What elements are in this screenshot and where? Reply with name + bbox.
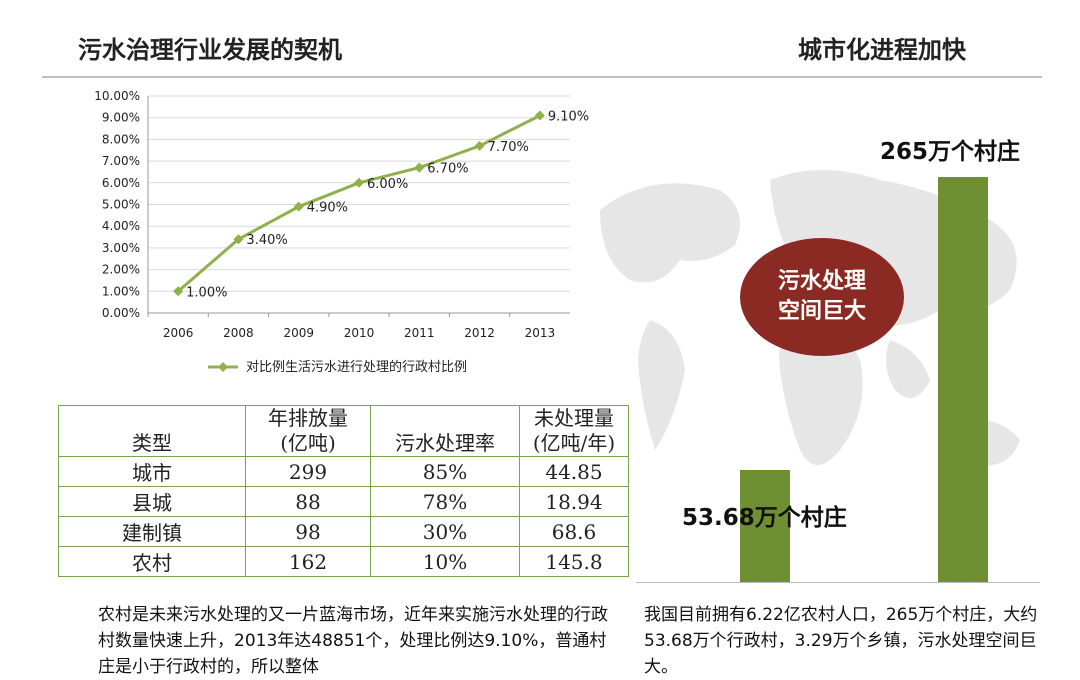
legend-marker xyxy=(218,362,228,372)
cell-rate: 30% xyxy=(370,516,520,547)
cell-type: 建制镇 xyxy=(58,516,246,547)
y-tick-label: 7.00% xyxy=(102,154,140,168)
data-label: 1.00% xyxy=(186,285,227,300)
bar-villages xyxy=(938,177,988,582)
cell-rate: 10% xyxy=(370,546,520,577)
data-label: 7.70% xyxy=(488,140,529,155)
data-point xyxy=(354,177,364,188)
table-row: 县城 88 78% 18.94 xyxy=(58,486,629,517)
bar-admin-villages xyxy=(740,470,790,582)
table-row: 城市 299 85% 44.85 xyxy=(58,456,629,487)
cell-untreated: 44.85 xyxy=(519,456,629,487)
table-header-row: 类型 年排放量 (亿吨) 污水处理率 未处理量 (亿吨/年) xyxy=(58,405,629,457)
x-tick-label: 2011 xyxy=(404,326,435,340)
data-label: 9.10% xyxy=(548,110,589,125)
cell-rate: 78% xyxy=(370,486,520,517)
header-emission: 年排放量 (亿吨) xyxy=(245,405,371,457)
data-label: 6.00% xyxy=(367,177,408,192)
paragraph-left: 农村是未来污水处理的又一片蓝海市场，近年来实施污水处理的行政村数量快速上升，20… xyxy=(98,605,608,677)
highlight-circle: 污水处理空间巨大 xyxy=(740,238,904,356)
data-label: 3.40% xyxy=(246,233,287,248)
cell-type: 县城 xyxy=(58,486,246,517)
bar-baseline xyxy=(636,582,1040,583)
header-untreated-line1: 未处理量 xyxy=(534,406,614,430)
table-row: 农村 162 10% 145.8 xyxy=(58,546,629,577)
data-point xyxy=(414,162,425,173)
table-row: 建制镇 98 30% 68.6 xyxy=(58,516,629,547)
x-tick-label: 2010 xyxy=(344,326,375,340)
header-type: 类型 xyxy=(58,405,246,457)
y-tick-label: 10.00% xyxy=(94,89,140,103)
cell-untreated: 145.8 xyxy=(519,546,629,577)
x-tick-label: 2008 xyxy=(223,326,254,340)
header-rate: 污水处理率 xyxy=(370,405,520,457)
data-point xyxy=(474,140,485,151)
header-divider xyxy=(42,76,1042,78)
cell-untreated: 18.94 xyxy=(519,486,629,517)
wastewater-table: 类型 年排放量 (亿吨) 污水处理率 未处理量 (亿吨/年) 城市 299 85… xyxy=(58,405,629,577)
cell-emission: 162 xyxy=(245,546,371,577)
x-tick-label: 2013 xyxy=(525,326,556,340)
data-label: 4.90% xyxy=(307,201,348,216)
x-tick-label: 2009 xyxy=(283,326,314,340)
paragraph-right: 我国目前拥有6.22亿农村人口，265万个村庄，大约53.68万个行政村，3.2… xyxy=(644,605,1038,677)
page-title-left: 污水治理行业发展的契机 xyxy=(78,36,342,64)
cell-rate: 85% xyxy=(370,456,520,487)
header-emission-line1: 年排放量 xyxy=(268,406,348,430)
header-untreated: 未处理量 (亿吨/年) xyxy=(519,405,629,457)
data-point xyxy=(173,286,184,297)
y-tick-label: 5.00% xyxy=(102,198,140,212)
cell-emission: 88 xyxy=(245,486,371,517)
legend-label: 对比例生活污水进行处理的行政村比例 xyxy=(246,359,467,375)
y-tick-label: 1.00% xyxy=(102,284,140,298)
circle-text: 污水处理空间巨大 xyxy=(777,269,866,324)
cell-emission: 299 xyxy=(245,456,371,487)
bar-label-admin-villages: 53.68万个村庄 xyxy=(682,505,847,531)
series-line xyxy=(177,114,541,293)
cell-untreated: 68.6 xyxy=(519,516,629,547)
data-point xyxy=(293,201,304,212)
bar-label-villages: 265万个村庄 xyxy=(880,139,1021,165)
cell-emission: 98 xyxy=(245,516,371,547)
header-untreated-line2: (亿吨/年) xyxy=(532,431,616,455)
data-point xyxy=(534,110,545,121)
header-emission-line2: (亿吨) xyxy=(280,431,336,455)
x-tick-label: 2006 xyxy=(163,326,194,340)
y-tick-label: 6.00% xyxy=(102,176,140,190)
x-tick-label: 2012 xyxy=(464,326,495,340)
line-chart: 0.00% 1.00% 2.00% 3.00% 4.00% 5.00% 6.00% 7.00%… xyxy=(94,89,589,375)
y-tick-label: 8.00% xyxy=(102,132,140,146)
data-point xyxy=(233,234,244,245)
y-tick-label: 0.00% xyxy=(102,306,140,320)
cell-type: 城市 xyxy=(58,456,246,487)
y-tick-label: 4.00% xyxy=(102,219,140,233)
y-tick-label: 2.00% xyxy=(102,263,140,277)
y-tick-label: 3.00% xyxy=(102,241,140,255)
y-tick-label: 9.00% xyxy=(102,111,140,125)
cell-type: 农村 xyxy=(58,546,246,577)
page-title-right: 城市化进程加快 xyxy=(798,36,966,64)
data-label: 6.70% xyxy=(427,162,468,177)
